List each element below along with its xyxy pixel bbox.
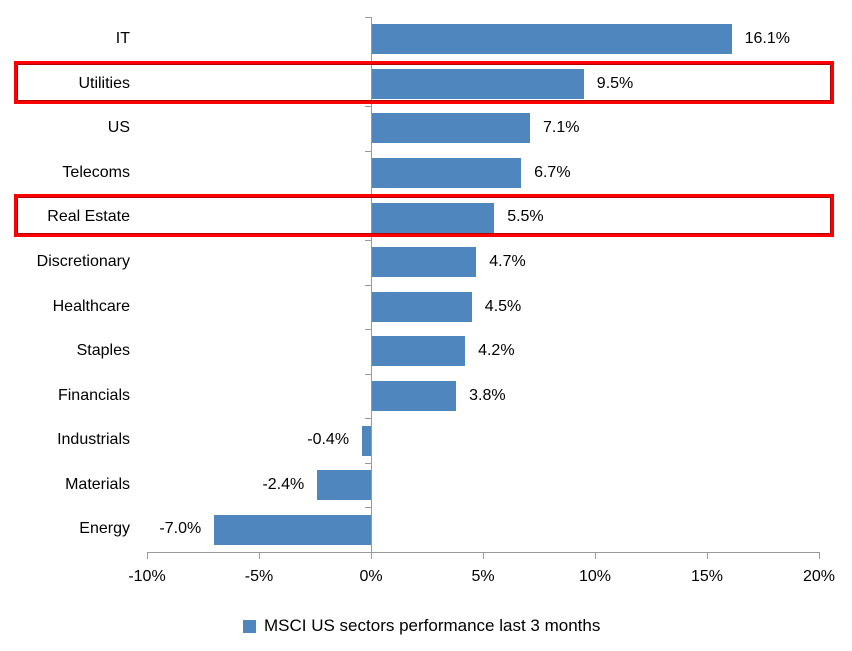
value-axis-tick	[483, 552, 484, 559]
value-label: 7.1%	[543, 119, 580, 137]
bar	[362, 425, 371, 456]
legend-marker-icon	[243, 619, 256, 633]
category-label: Healthcare	[52, 297, 130, 315]
category-label: Utilities	[78, 74, 130, 92]
bar	[317, 470, 371, 501]
category-label: Energy	[79, 520, 130, 538]
value-axis-tick-label: 5%	[471, 568, 495, 585]
value-axis-tick	[819, 552, 820, 559]
value-axis-tick-label: 20%	[802, 568, 836, 585]
bar	[371, 158, 522, 189]
bar	[371, 336, 466, 367]
legend-label: MSCI US sectors performance last 3 month…	[264, 616, 601, 635]
value-label: 4.5%	[484, 297, 522, 315]
value-label: -2.4%	[262, 475, 305, 493]
value-label: 6.7%	[534, 163, 571, 181]
value-axis-tick-label: 15%	[690, 568, 724, 585]
value-axis-tick	[259, 552, 260, 559]
bar	[371, 247, 477, 278]
value-axis-tick-label: -10%	[128, 568, 166, 585]
category-axis-line	[371, 17, 372, 552]
category-label: Industrials	[57, 431, 130, 449]
category-axis-tick	[365, 239, 371, 241]
value-axis-tick	[147, 552, 148, 559]
category-axis-tick	[365, 373, 371, 375]
value-label: 4.7%	[489, 252, 526, 270]
category-axis-tick	[365, 418, 371, 420]
value-axis-tick	[595, 552, 596, 559]
value-label: 4.2%	[478, 342, 515, 360]
category-label: Staples	[76, 342, 130, 360]
bar	[371, 113, 531, 144]
category-label: Financials	[57, 386, 130, 404]
value-axis-tick-label: 0%	[359, 568, 383, 585]
value-label: 3.8%	[469, 386, 506, 404]
value-label: -0.4%	[307, 431, 350, 449]
value-label: 16.1%	[744, 30, 790, 47]
category-axis-tick	[365, 329, 371, 331]
value-axis-tick-label: -5%	[244, 568, 274, 585]
category-axis-tick	[365, 106, 371, 108]
highlight-box	[14, 194, 834, 238]
bar	[371, 68, 584, 99]
category-axis-tick	[365, 150, 371, 152]
value-axis-tick	[707, 552, 708, 559]
category-axis-tick	[365, 284, 371, 286]
category-label: US	[107, 119, 130, 137]
bar	[214, 514, 371, 545]
category-axis-tick	[365, 462, 371, 464]
bar	[371, 380, 457, 411]
value-label: 5.5%	[507, 208, 544, 226]
category-label: Real Estate	[47, 208, 130, 226]
value-label: 9.5%	[596, 74, 634, 92]
value-axis-tick	[371, 552, 372, 559]
category-label: Materials	[65, 475, 130, 493]
bar	[371, 24, 732, 55]
value-axis-tick-label: 10%	[578, 568, 612, 585]
category-axis-tick	[365, 507, 371, 509]
category-label: Discretionary	[36, 252, 130, 270]
category-label: IT	[115, 30, 130, 47]
category-label: Telecoms	[62, 163, 130, 181]
bar	[371, 202, 495, 233]
highlight-box	[14, 60, 834, 104]
category-axis-tick	[365, 17, 371, 18]
legend: MSCI US sectors performance last 3 month…	[243, 615, 600, 637]
bar	[371, 291, 472, 322]
value-label: -7.0%	[159, 520, 202, 538]
